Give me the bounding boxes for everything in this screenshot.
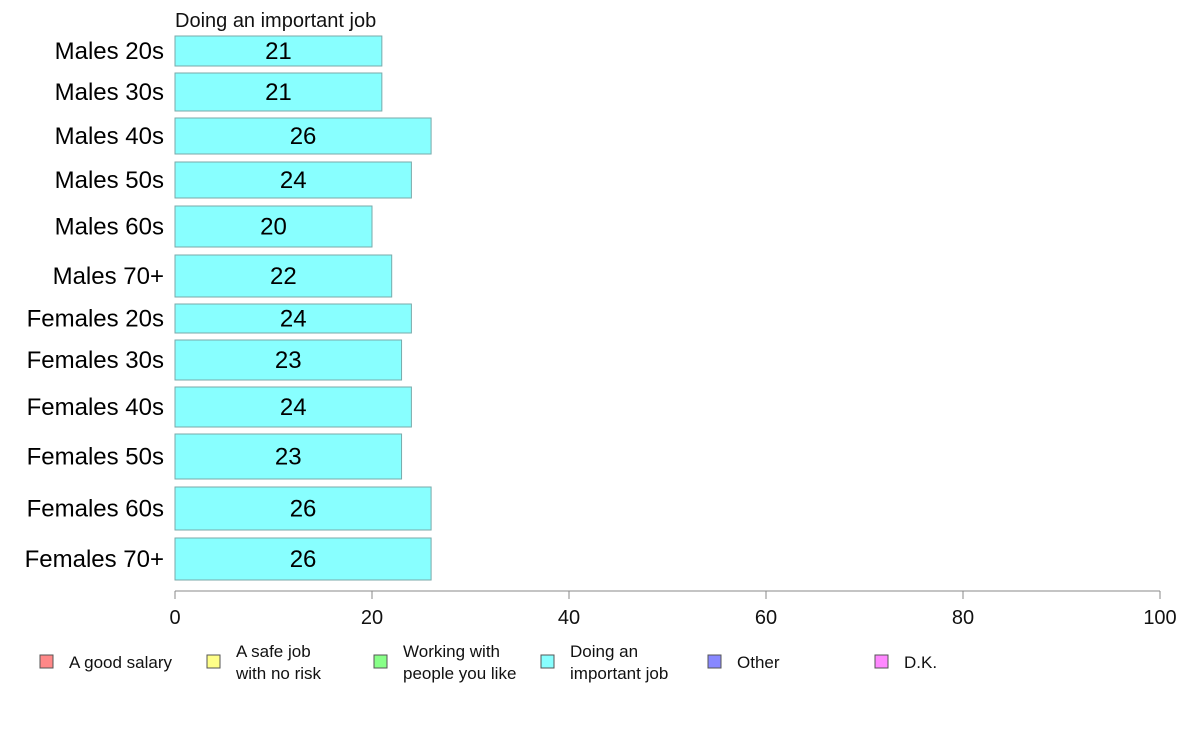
legend-label: A safe job <box>236 642 311 661</box>
bar <box>174 35 383 67</box>
bar <box>174 117 432 155</box>
x-tick-label: 80 <box>952 607 974 629</box>
x-tick-label: 40 <box>558 607 580 629</box>
chart-title: Doing an important job <box>175 10 376 32</box>
category-label: Females 30s <box>27 347 164 374</box>
x-tick-label: 60 <box>755 607 777 629</box>
category-label: Females 60s <box>27 496 164 523</box>
legend-label: Other <box>737 653 780 672</box>
data-label: 24 <box>280 167 307 194</box>
data-label: 20 <box>260 214 287 241</box>
category-label: Males 60s <box>55 214 164 241</box>
category-label: Females 50s <box>27 444 164 471</box>
legend-label: D.K. <box>904 653 937 672</box>
legend-swatch <box>373 654 388 669</box>
bar <box>174 486 432 531</box>
x-tick-label: 0 <box>169 607 180 629</box>
legend-item: D.K. <box>874 653 937 672</box>
legend-item: A good salary <box>39 653 173 672</box>
data-label: 21 <box>265 38 292 65</box>
legend-swatch <box>39 654 54 669</box>
data-label: 26 <box>290 123 317 150</box>
legend-label: Working with <box>403 642 500 661</box>
legend-label: with no risk <box>235 664 322 683</box>
category-label: Males 30s <box>55 79 164 106</box>
data-label: 26 <box>290 546 317 573</box>
category-label: Males 50s <box>55 167 164 194</box>
data-label: 23 <box>275 347 302 374</box>
bar <box>174 386 412 428</box>
data-label: 24 <box>280 306 307 333</box>
legend-label: important job <box>570 664 668 683</box>
x-axis: 0 20 40 60 80 100 <box>169 590 1177 629</box>
bar <box>174 254 393 298</box>
legend-item: A safe job with no risk <box>206 642 322 683</box>
category-label: Females 70+ <box>25 546 164 573</box>
category-label: Females 40s <box>27 394 164 421</box>
bar <box>174 537 432 581</box>
category-label: Males 20s <box>55 38 164 65</box>
bar <box>174 339 403 381</box>
legend-label: A good salary <box>69 653 173 672</box>
data-label: 23 <box>275 444 302 471</box>
category-label: Females 20s <box>27 306 164 333</box>
legend-item: Other <box>707 653 780 672</box>
bar <box>174 303 412 334</box>
legend: A good salary A safe job with no risk Worki… <box>39 642 937 683</box>
data-label: 26 <box>290 496 317 523</box>
bar <box>174 72 383 112</box>
category-label: Males 40s <box>55 123 164 150</box>
legend-item: Working with people you like <box>373 642 516 683</box>
legend-item: Doing an important job <box>540 642 668 683</box>
data-label: 22 <box>270 263 297 290</box>
legend-swatch <box>206 654 221 669</box>
data-label: 21 <box>265 79 292 106</box>
category-label: Males 70+ <box>53 263 164 290</box>
bar <box>174 205 373 248</box>
legend-swatch <box>874 654 889 669</box>
data-label: 24 <box>280 394 307 421</box>
bar <box>174 433 403 480</box>
bars: Males 20s 21 Males 30s 21 Males 40s 26 Males 5… <box>25 35 432 581</box>
legend-label: people you like <box>403 664 516 683</box>
legend-swatch <box>707 654 722 669</box>
x-tick-label: 20 <box>361 607 383 629</box>
x-tick-label: 100 <box>1143 607 1176 629</box>
legend-swatch <box>540 654 555 669</box>
legend-label: Doing an <box>570 642 638 661</box>
bar <box>174 161 412 199</box>
